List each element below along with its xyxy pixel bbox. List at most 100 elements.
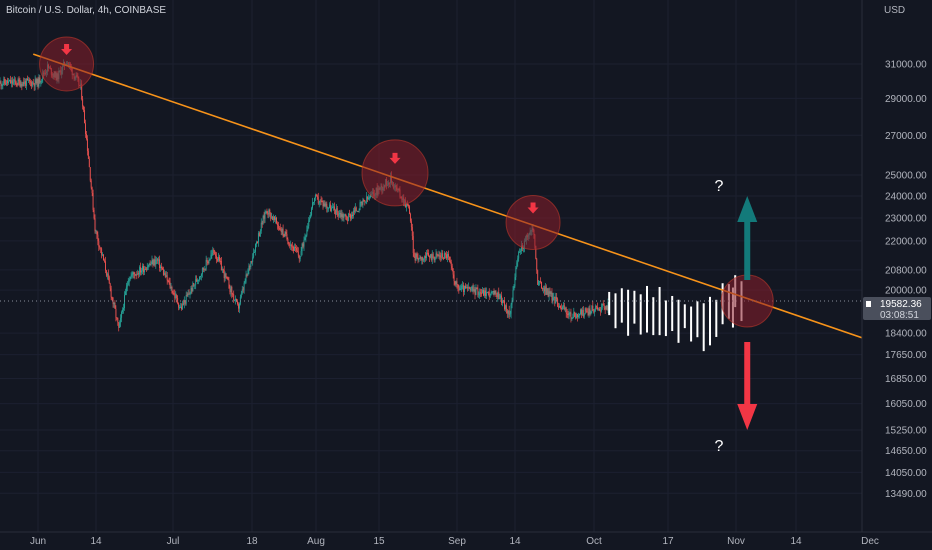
candle-body: [148, 263, 150, 267]
candle-body: [552, 297, 554, 301]
price-tick-label: 14050.00: [885, 468, 927, 479]
candle-body: [536, 258, 538, 271]
candle-body: [123, 308, 124, 310]
candle-body: [212, 250, 214, 254]
price-tick-label: 22000.00: [885, 236, 927, 247]
candle-body: [155, 260, 157, 265]
candle-body: [555, 297, 557, 304]
candle-body: [201, 267, 203, 275]
candle-body: [327, 207, 329, 209]
candle-body: [578, 315, 579, 317]
candle-body: [231, 286, 233, 295]
candle-body: [295, 247, 297, 251]
candle-body: [267, 213, 269, 215]
candle-body: [483, 289, 484, 296]
marker-circle: [361, 139, 429, 207]
candle-body: [346, 216, 348, 221]
candle-body: [481, 293, 483, 295]
candle-body: [107, 273, 109, 278]
candle-body: [563, 305, 565, 310]
candle-body: [343, 216, 345, 218]
candle-body: [548, 291, 550, 297]
candle-body: [500, 295, 502, 298]
candle-body: [217, 259, 218, 261]
candle-body: [6, 80, 8, 85]
candle-body: [550, 292, 552, 294]
candle-body: [492, 290, 494, 292]
candle-body: [305, 235, 307, 238]
candle-body: [357, 211, 359, 213]
candle-body: [1, 85, 3, 87]
up-question-mark: ?: [715, 178, 724, 195]
price-axis-ticks: 31000.00 29000.00 27000.00 25000.00 24000.00…: [885, 59, 927, 499]
candle-body: [234, 300, 236, 302]
candle-body: [8, 81, 9, 84]
candle-body: [557, 299, 559, 307]
candle-body: [414, 256, 416, 261]
candle-body: [582, 310, 584, 317]
candle-body: [568, 312, 570, 316]
candle-body: [240, 293, 242, 298]
time-axis[interactable]: [0, 532, 932, 550]
candle-body: [4, 78, 6, 84]
candle-body: [303, 240, 305, 247]
candle-body: [34, 79, 36, 87]
symbol-title[interactable]: Bitcoin / U.S. Dollar, 4h, COINBASE: [6, 5, 167, 16]
candle-body: [83, 106, 85, 111]
price-tick-label: 31000.00: [885, 59, 927, 70]
candle-body: [434, 257, 436, 261]
projection-bar: [715, 299, 718, 337]
time-tick-label: Aug: [307, 536, 325, 547]
candle-body: [265, 211, 267, 213]
candle-body: [151, 259, 153, 264]
candle-body: [551, 292, 553, 301]
projection-bar: [646, 285, 648, 333]
arrow-down-icon: [389, 152, 401, 164]
candle-body: [213, 250, 215, 252]
candle-body: [586, 311, 588, 313]
candle-body: [433, 258, 435, 261]
candle-body: [335, 208, 337, 215]
candle-body: [96, 230, 98, 235]
candle-body: [315, 195, 317, 197]
price-tick-label: 27000.00: [885, 131, 927, 142]
candle-body: [97, 234, 99, 242]
candle-body: [590, 311, 592, 315]
candle-body: [345, 214, 347, 217]
candle-body: [275, 217, 276, 220]
candle-body: [350, 214, 351, 219]
candle-body: [210, 254, 212, 259]
candle-body: [128, 279, 130, 283]
candle-body: [157, 259, 159, 261]
projection-bar: [696, 301, 699, 338]
candle-body: [296, 250, 298, 252]
candle-body: [594, 309, 596, 313]
candle-body: [571, 318, 573, 320]
candle-body: [20, 83, 22, 87]
candle-body: [421, 257, 423, 261]
candle-body: [175, 295, 177, 298]
projection-bar: [652, 297, 655, 336]
candle-body: [289, 244, 291, 246]
candle-body: [418, 258, 420, 261]
candle-body: [278, 227, 280, 229]
candle-body: [477, 288, 479, 295]
candle-body: [448, 256, 450, 261]
candle-body: [592, 305, 594, 310]
candle-body: [257, 241, 258, 243]
candle-body: [445, 253, 446, 255]
candle-body: [172, 292, 174, 294]
candle-body: [429, 254, 431, 258]
up-scenario-arrow: [737, 196, 758, 280]
price-axis[interactable]: [862, 0, 932, 532]
candle-body: [355, 207, 357, 212]
candle-body: [542, 288, 543, 290]
candle-body: [539, 281, 541, 283]
price-tick-label: 23000.00: [885, 213, 927, 224]
candle-body: [581, 310, 583, 315]
candle-body: [463, 285, 465, 292]
candle-body: [565, 307, 567, 314]
candle-body: [423, 258, 425, 261]
candle-body: [454, 281, 456, 285]
